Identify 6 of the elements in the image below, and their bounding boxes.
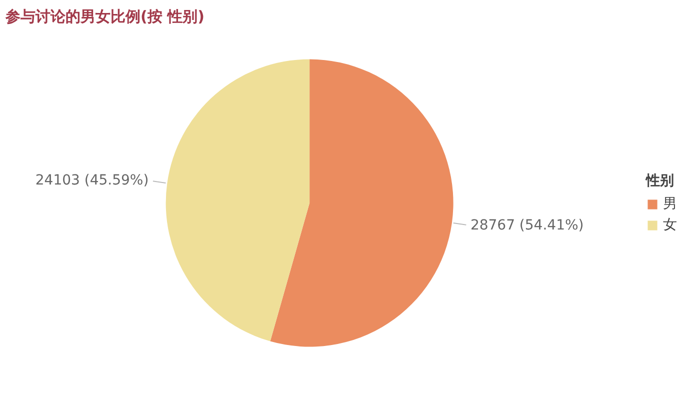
- legend-title: 性别: [646, 172, 675, 190]
- data-label: 24103 (45.59%): [35, 172, 149, 189]
- data-label: 28767 (54.41%): [470, 217, 584, 234]
- chart-title: 参与讨论的男女比例(按 性别): [4, 8, 204, 26]
- legend-label: 女: [663, 216, 678, 234]
- legend-label: 男: [663, 194, 678, 212]
